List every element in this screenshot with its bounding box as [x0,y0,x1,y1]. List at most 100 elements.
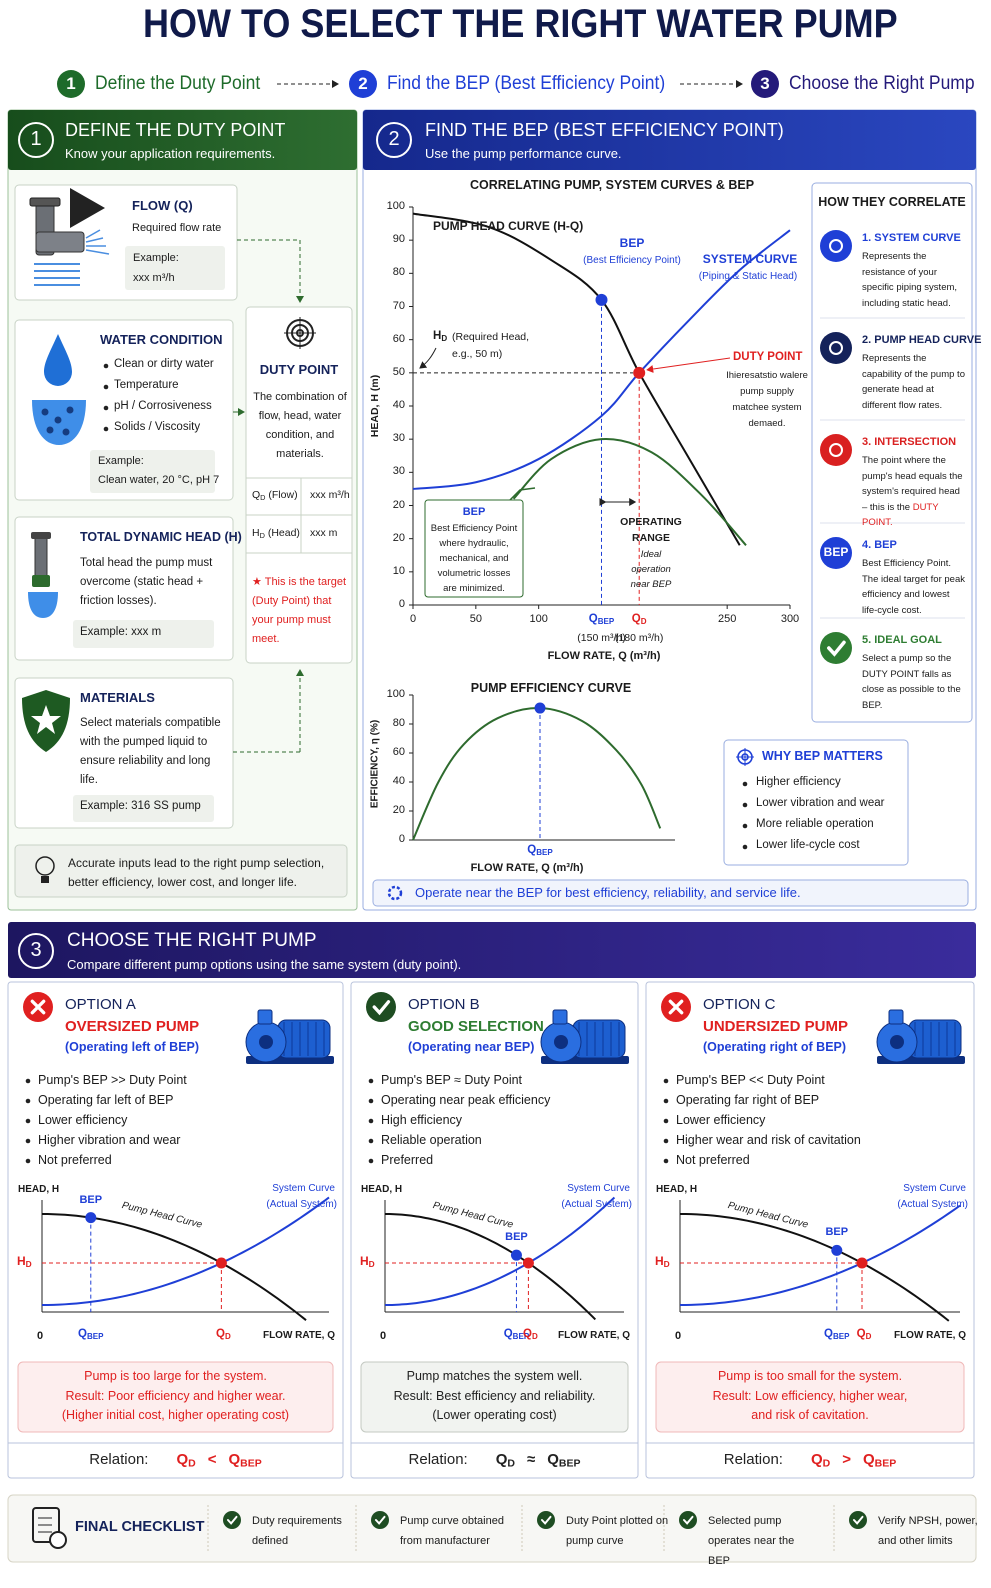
result-box [17,1361,334,1433]
water-spray [85,229,101,239]
pipe-valve [32,575,50,587]
cross-mark [668,999,684,1015]
x-tick-label: 0 [409,613,417,625]
shield-star [31,705,61,734]
mini-x-label: FLOW RATE, Q [893,1330,966,1341]
list-item: pH / Corrosiveness [114,400,212,412]
example-value: Example: xxx m [80,626,162,638]
checklist-title: FINAL CHECKLIST [75,1519,205,1535]
relation-rhs: Q [862,1451,875,1468]
section-subtitle: Compare different pump options using the… [67,957,462,972]
why-box [723,739,909,866]
symbol-main: Q [523,1328,532,1340]
result-box [360,1361,629,1433]
symbol-main: H [655,1254,664,1268]
series-line [412,229,791,490]
symbol-main: Q [527,844,537,856]
mini-qd-label: QD [523,1328,538,1341]
mini-system-note: (Actual System) [897,1199,968,1210]
pump-outlet [888,1009,904,1025]
tank-icon [28,592,58,618]
clock-icon [49,1531,67,1549]
why-item: Lower vibration and wear [756,797,885,809]
bullet [103,384,109,390]
step-circle [751,70,779,98]
cross-mark [30,999,46,1015]
list-item: Temperature [114,379,179,391]
relation-lhs: Q [176,1451,189,1468]
relation: Relation: QD ≈ QBEP [409,1451,581,1470]
relation-rhs: Q [547,1451,559,1468]
particle [46,426,54,434]
y-tick-label: 30 [392,432,405,445]
bullet [25,1098,31,1104]
icon-dot [829,239,843,253]
result-line: Result: Best efficiency and reliability. [393,1388,596,1403]
pump-eye [890,1035,904,1049]
highlight: DUTY POINT. [862,501,939,529]
example-box [125,246,225,290]
bullet [742,844,748,850]
check-icon [537,1511,555,1529]
bep-point [831,1244,843,1256]
relation-op: ≈ [526,1451,536,1468]
bep-box-link [509,487,536,501]
tip-text: Accurate inputs lead to the right pump s… [68,856,325,889]
why-title: WHY BEP MATTERS [762,749,883,763]
main-title: HOW TO SELECT THE RIGHT WATER PUMP [143,2,898,46]
mini-origin: 0 [36,1330,44,1342]
section-number: 3 [30,939,42,961]
relation: Relation: QD < QBEP [89,1451,262,1470]
mini-qbep-label: QBEP [78,1328,104,1341]
correlate-icon [820,230,852,262]
bullet [103,405,109,411]
symbol-main: H [252,527,260,539]
table-label: (Head) [264,527,300,539]
relation-op: < [207,1451,217,1468]
mini-x-label: FLOW RATE, Q [262,1330,335,1341]
symbol-main: H [433,330,442,342]
range-title: OPERATING RANGE [620,516,682,544]
correlate-item-title: 4. BEP [862,539,897,551]
step-label: Choose the Right Pump [789,73,975,94]
range-text: Ideal operation near BEP [630,549,672,590]
checklist-item: Duty requirements defined [252,1515,342,1547]
chart-title: CORRELATING PUMP, SYSTEM CURVES & BEP [469,178,755,192]
bep-box [424,499,524,598]
bep-point [510,1249,522,1261]
bullet [103,426,109,432]
check-icon [223,1511,241,1529]
option-item: Operating far right of BEP [676,1093,820,1107]
mini-qbep-label: QBEP [504,1328,530,1341]
card-title: WATER CONDITION [100,332,223,347]
bullet [368,1078,374,1084]
section3-badge [18,933,54,969]
card-title: DUTY POINT [259,362,339,377]
check-icon [371,1511,389,1529]
icon-dot [829,443,843,457]
step-label: Define the Duty Point [95,73,261,94]
mini-origin: 0 [674,1330,682,1342]
required-head-symbol: HD [433,330,447,343]
bullet [25,1138,31,1144]
y-tick-label: 20 [392,531,405,544]
symbol-sub: BEP [512,1332,530,1341]
point-label: BEP [619,236,645,250]
symbol-sub: D [640,617,647,626]
symbol-sub: D [260,492,266,502]
option-item: Preferred [381,1153,434,1167]
result-line: Pump is too large for the system. [84,1369,267,1383]
relation-label: Relation: [408,1451,468,1468]
mini-y-label: HEAD, H [656,1184,698,1195]
option-item: Lower efficiency [676,1113,766,1127]
step-number: 3 [760,74,770,93]
bullet [25,1158,31,1164]
y-tick-label: 60 [392,746,405,758]
axis-marker-label: QBEP [527,844,553,857]
section-title: DEFINE THE DUTY POINT [65,120,286,140]
symbol-sub: D [663,1259,670,1270]
option-status: GOOD SELECTION [408,1018,544,1035]
system-curve [679,1204,961,1306]
example-value: xxx m³/h [133,272,175,284]
y-tick-label: 30 [392,465,405,478]
